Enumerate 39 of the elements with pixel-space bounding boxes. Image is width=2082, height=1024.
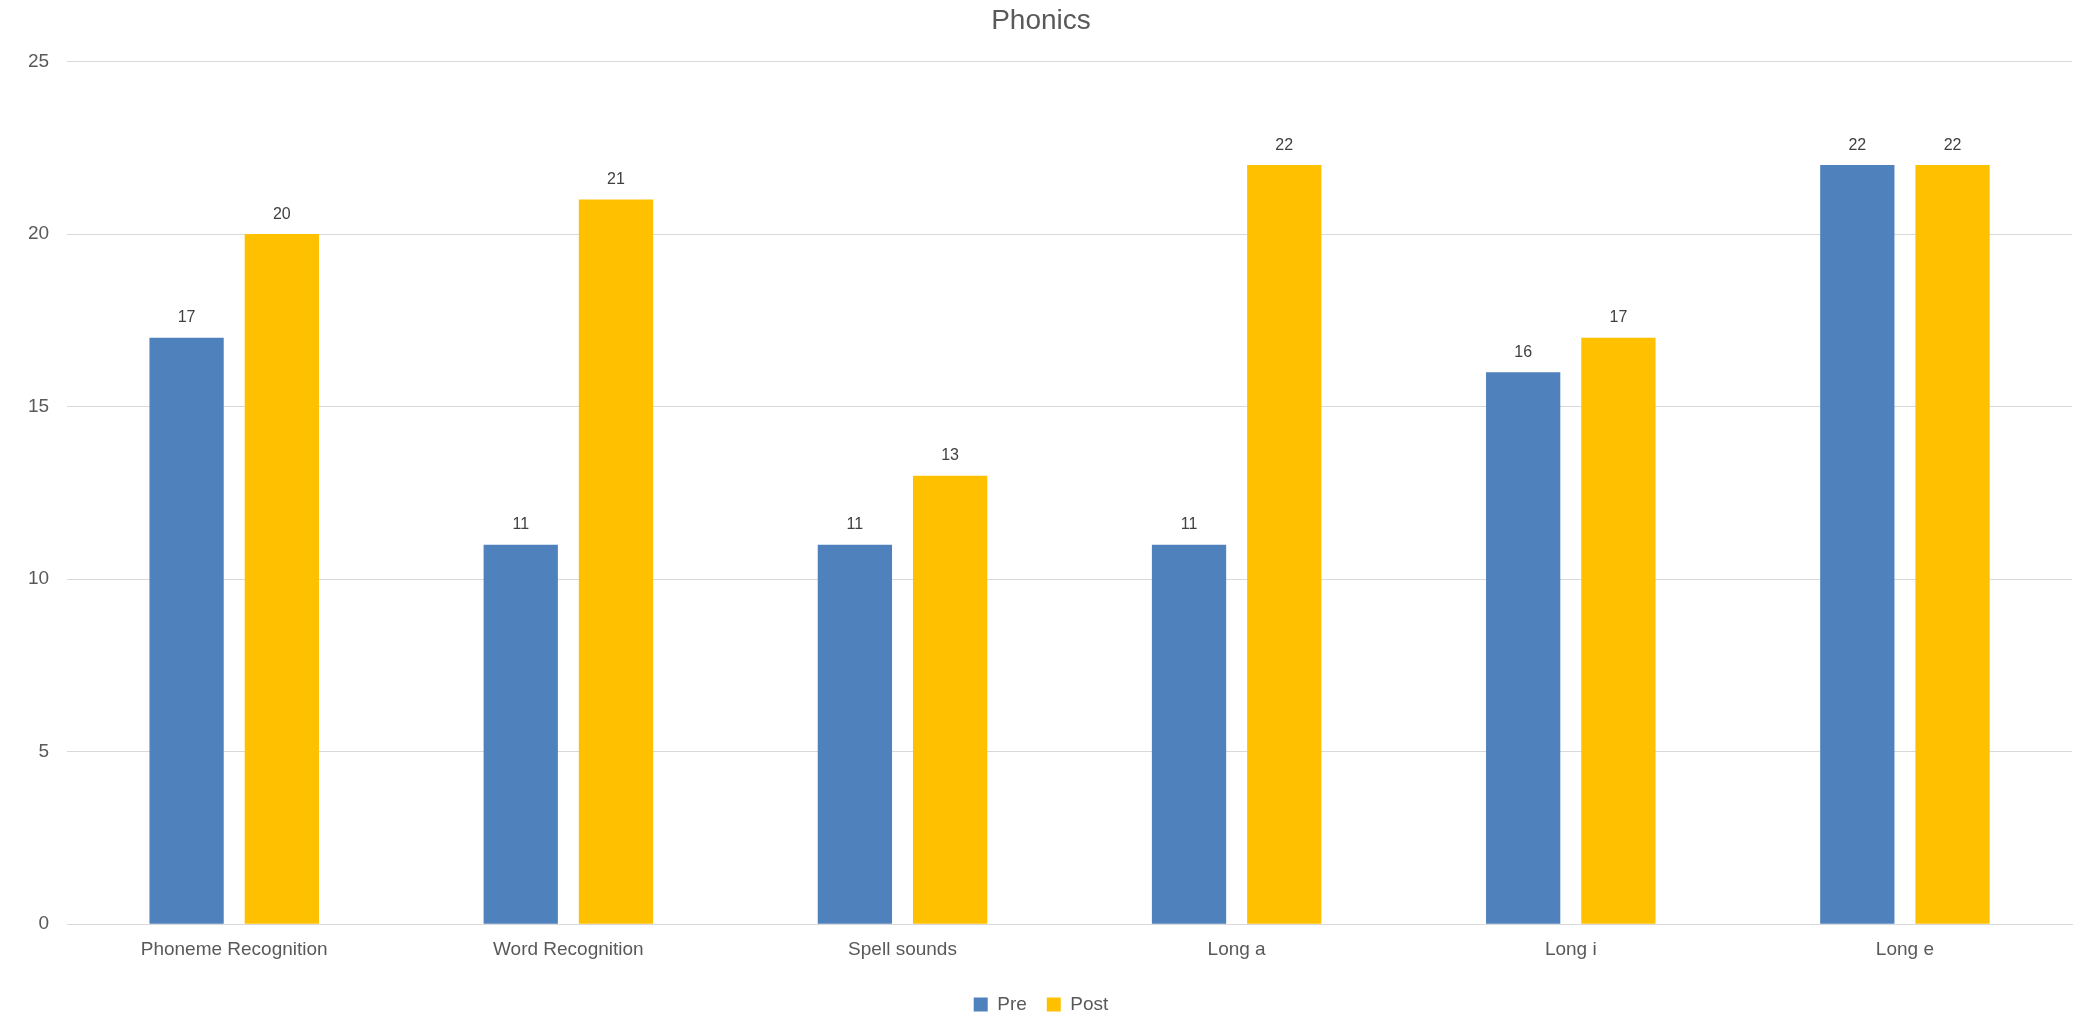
legend-label: Pre	[997, 992, 1027, 1014]
bar	[578, 199, 654, 924]
bar	[912, 475, 988, 924]
y-tick-label: 15	[27, 394, 50, 416]
x-tick-label: Long e	[1875, 937, 1934, 959]
bar	[483, 544, 558, 924]
data-label: 22	[1943, 135, 1962, 153]
data-label: 20	[272, 204, 291, 222]
x-tick-label: Phoneme Recognition	[140, 937, 328, 959]
bar	[1915, 165, 1990, 924]
legend-label: Post	[1070, 992, 1110, 1014]
data-label: 16	[1514, 342, 1533, 360]
bar	[244, 234, 319, 924]
data-label: 22	[1275, 135, 1294, 153]
y-tick-label: 5	[38, 739, 50, 761]
bar	[1486, 372, 1561, 924]
x-tick-label: Long a	[1207, 937, 1267, 959]
data-label: 21	[607, 170, 625, 188]
chart-title: Phonics	[991, 3, 1091, 35]
x-tick-label: Spell sounds	[848, 937, 957, 959]
bar	[1820, 165, 1895, 924]
data-label: 22	[1848, 135, 1867, 153]
data-label: 17	[177, 308, 196, 326]
bar	[1247, 165, 1322, 924]
data-label: 11	[512, 515, 530, 533]
data-label: 13	[941, 446, 960, 464]
bar	[1151, 544, 1227, 924]
y-tick-label: 10	[27, 567, 50, 589]
x-tick-label: Long i	[1544, 937, 1597, 959]
bar	[149, 337, 224, 924]
y-tick-label: 25	[27, 49, 50, 71]
x-tick-label: Word Recognition	[493, 937, 644, 959]
bar	[1581, 337, 1656, 924]
data-label: 11	[1180, 515, 1198, 533]
data-label: 11	[846, 515, 864, 533]
y-tick-label: 0	[38, 912, 50, 934]
bar	[817, 544, 893, 924]
y-tick-label: 20	[27, 222, 50, 244]
data-label: 17	[1609, 308, 1628, 326]
